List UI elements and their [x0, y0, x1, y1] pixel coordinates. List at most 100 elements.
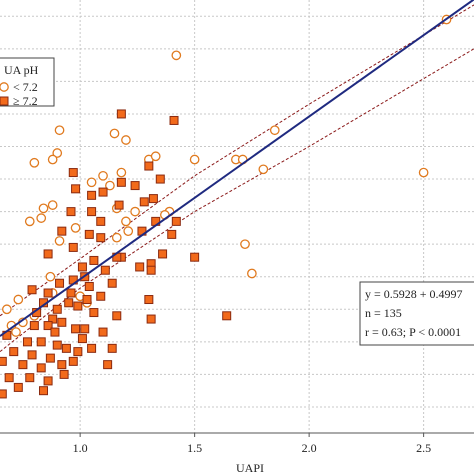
filled-square-point	[68, 356, 78, 366]
open-circle-point	[171, 50, 182, 61]
filled-square-point	[68, 168, 78, 178]
open-circle-point	[240, 239, 250, 250]
filled-square-point	[135, 262, 145, 272]
open-circle-point	[54, 125, 65, 136]
open-circle-point	[189, 154, 200, 165]
filled-square-point	[89, 255, 99, 265]
open-circle-point	[258, 164, 269, 175]
open-circle-point	[47, 200, 58, 210]
filled-square-point	[89, 308, 99, 318]
filled-square-point	[48, 314, 58, 324]
filled-square-point	[146, 314, 156, 324]
filled-square-point	[158, 249, 168, 259]
sample-size: n = 135	[365, 306, 402, 320]
filled-square-point	[4, 373, 14, 383]
filled-square-point	[167, 229, 177, 239]
filled-square-point	[114, 200, 124, 210]
filled-square-point	[55, 278, 65, 288]
filled-square-point	[98, 327, 108, 337]
filled-square-point	[29, 321, 39, 331]
filled-square-point	[57, 226, 67, 236]
open-circle-point	[36, 213, 47, 223]
data-points	[0, 14, 452, 399]
filled-square-point	[96, 291, 106, 301]
filled-square-point	[130, 181, 140, 191]
filled-square-point	[73, 347, 83, 357]
filled-square-point	[36, 337, 46, 347]
filled-square-point	[57, 317, 67, 327]
open-circle-point	[45, 271, 56, 282]
legend-entry-label: ≥ 7.2	[13, 94, 38, 108]
stats-annotation: y = 0.5928 + 0.4997 n = 135 r = 0.63; P …	[359, 281, 474, 346]
filled-square-point	[190, 252, 200, 262]
filled-square-point	[116, 177, 126, 187]
open-circle-point	[11, 327, 21, 337]
filled-square-point	[27, 285, 37, 295]
open-circle-point	[70, 223, 81, 233]
filled-square-point	[87, 343, 97, 353]
filled-square-point	[116, 109, 126, 119]
filled-square-point	[148, 194, 158, 204]
open-circle-point	[13, 294, 24, 305]
filled-square-point	[57, 360, 67, 370]
open-circle-point	[24, 216, 35, 227]
filled-square-point	[43, 288, 53, 298]
legend-filled-square-marker	[0, 96, 9, 106]
filled-square-point	[96, 216, 106, 226]
filled-square-point	[82, 295, 92, 305]
correlation-stats: r = 0.63; P < 0.0001	[365, 325, 461, 339]
filled-square-point	[139, 197, 149, 207]
filled-square-point	[144, 161, 154, 171]
filled-square-point	[71, 324, 81, 334]
filled-square-point	[59, 369, 69, 379]
open-circle-point	[111, 232, 122, 243]
filled-square-point	[43, 321, 53, 331]
filled-square-point	[107, 343, 117, 353]
filled-square-point	[146, 265, 156, 275]
filled-square-point	[71, 184, 81, 194]
open-circle-point	[121, 216, 131, 227]
open-circle-point	[105, 180, 115, 191]
filled-square-point	[68, 242, 78, 252]
filled-square-point	[112, 311, 122, 321]
filled-square-point	[39, 386, 49, 396]
x-tick-label: 2.5	[416, 441, 431, 455]
open-circle-point	[52, 148, 63, 158]
filled-square-point	[98, 187, 108, 197]
filled-square-point	[64, 298, 74, 308]
x-tick-label: 2.0	[302, 441, 317, 455]
open-circle-point	[150, 151, 161, 162]
open-circle-point	[47, 154, 58, 165]
open-circle-point	[29, 157, 40, 168]
open-circle-point	[86, 177, 97, 188]
filled-square-point	[73, 301, 83, 311]
filled-square-point	[52, 304, 62, 314]
filled-square-point	[169, 115, 179, 125]
stats-box	[359, 281, 474, 346]
open-circle-point	[418, 167, 429, 178]
filled-square-point	[18, 360, 28, 370]
open-circle-point	[116, 167, 127, 178]
filled-square-point	[222, 311, 232, 321]
filled-square-point	[43, 376, 53, 386]
filled-square-point	[84, 281, 94, 291]
regression-equation: y = 0.5928 + 0.4997	[365, 287, 463, 301]
x-axis-title: UAPI	[236, 461, 264, 474]
open-circle-point	[2, 304, 12, 315]
filled-square-point	[77, 334, 87, 344]
filled-square-point	[9, 347, 19, 357]
filled-square-point	[84, 229, 94, 239]
open-circle-point	[130, 206, 140, 217]
filled-square-point	[87, 190, 97, 200]
filled-square-point	[36, 363, 46, 373]
open-circle-point	[247, 268, 257, 279]
legend-box	[0, 57, 55, 107]
fit-line	[0, 0, 474, 337]
filled-square-point	[61, 343, 71, 353]
regression-line	[0, 0, 474, 337]
filled-square-point	[50, 327, 60, 337]
filled-square-point	[103, 360, 113, 370]
filled-square-point	[66, 207, 76, 217]
